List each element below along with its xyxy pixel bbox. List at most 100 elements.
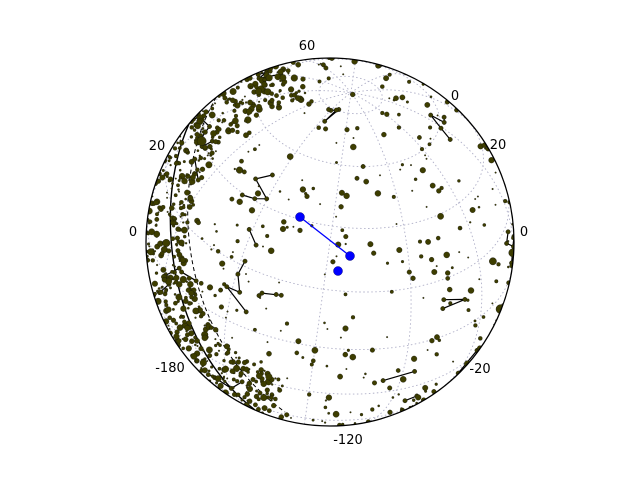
constellation-star bbox=[253, 176, 259, 182]
star-point bbox=[507, 240, 510, 243]
star-point bbox=[247, 280, 250, 283]
star-point bbox=[466, 308, 471, 313]
star-point bbox=[282, 68, 285, 71]
star-point bbox=[370, 407, 375, 412]
star-point bbox=[167, 159, 171, 163]
star-point bbox=[223, 343, 230, 350]
star-point bbox=[170, 317, 177, 323]
star-point bbox=[214, 150, 217, 153]
bright-star-point bbox=[260, 394, 268, 402]
star-point bbox=[335, 141, 338, 144]
constellation-star bbox=[278, 292, 284, 298]
star-point bbox=[159, 174, 166, 181]
constellation-star bbox=[447, 137, 453, 142]
star-point bbox=[350, 315, 356, 320]
star-point bbox=[169, 163, 172, 167]
star-point bbox=[266, 408, 272, 414]
star-point bbox=[452, 360, 455, 363]
star-point bbox=[507, 265, 510, 269]
star-point bbox=[156, 263, 159, 267]
star-point bbox=[222, 282, 227, 287]
star-point bbox=[396, 247, 403, 253]
star-point bbox=[172, 216, 177, 221]
sky-boundary-circle bbox=[145, 57, 515, 427]
star-point bbox=[411, 355, 418, 362]
star-point bbox=[434, 334, 440, 340]
star-point bbox=[276, 377, 281, 382]
star-point bbox=[381, 131, 387, 138]
star-point bbox=[300, 76, 306, 82]
star-point bbox=[189, 125, 194, 130]
star-point bbox=[205, 161, 213, 169]
star-point bbox=[304, 192, 308, 196]
star-point bbox=[337, 373, 343, 380]
star-point bbox=[406, 269, 412, 275]
star-point bbox=[295, 61, 301, 68]
star-point bbox=[335, 215, 338, 218]
star-point bbox=[300, 84, 306, 90]
star-point bbox=[350, 143, 357, 151]
star-point bbox=[309, 362, 314, 367]
constellation-star bbox=[195, 177, 201, 183]
tick-label-upper-right-a: 0 bbox=[451, 89, 459, 104]
grid-parallel-line bbox=[164, 146, 510, 293]
star-point bbox=[156, 289, 159, 293]
star-point bbox=[213, 327, 219, 333]
star-point bbox=[173, 193, 178, 198]
star-point bbox=[173, 161, 179, 166]
bright-star-point bbox=[489, 257, 497, 266]
star-point bbox=[155, 223, 158, 226]
star-point bbox=[147, 248, 155, 256]
star-point bbox=[266, 341, 269, 344]
star-point bbox=[412, 398, 416, 402]
star-point bbox=[369, 347, 375, 353]
star-point bbox=[234, 123, 240, 129]
star-point bbox=[496, 262, 501, 267]
star-point bbox=[172, 146, 178, 151]
star-point bbox=[158, 289, 164, 295]
bright-star-point bbox=[196, 136, 207, 146]
bright-star-point bbox=[162, 239, 171, 247]
star-point bbox=[301, 179, 304, 182]
star-point bbox=[319, 62, 322, 65]
star-point bbox=[263, 369, 266, 372]
star-point bbox=[161, 168, 165, 172]
star-point bbox=[215, 249, 221, 254]
star-point bbox=[273, 396, 278, 402]
tick-label-lower-right: -20 bbox=[469, 362, 490, 377]
star-point bbox=[405, 100, 409, 104]
star-point bbox=[170, 187, 173, 190]
star-point bbox=[384, 111, 390, 117]
star-point bbox=[244, 119, 248, 123]
tick-label-upper-right-b: 20 bbox=[490, 138, 507, 153]
tick-label-lower-left: -180 bbox=[155, 361, 185, 376]
grid-meridian-line bbox=[350, 89, 477, 131]
star-point bbox=[196, 344, 199, 348]
grid-meridian-line bbox=[350, 59, 357, 93]
star-point bbox=[161, 277, 168, 283]
grid-meridian-line bbox=[220, 74, 352, 95]
grid-meridian-line bbox=[148, 90, 352, 209]
star-point bbox=[419, 254, 424, 259]
constellation-star bbox=[380, 378, 386, 383]
star-point bbox=[294, 350, 300, 356]
star-point bbox=[190, 352, 198, 360]
star-point bbox=[175, 293, 183, 301]
star-point bbox=[467, 287, 475, 294]
constellation-star bbox=[253, 242, 259, 248]
star-point bbox=[429, 95, 433, 99]
star-point bbox=[387, 72, 392, 77]
star-point bbox=[244, 101, 248, 104]
star-point bbox=[290, 98, 295, 103]
star-point bbox=[256, 372, 263, 380]
star-point bbox=[253, 147, 257, 152]
star-point bbox=[319, 203, 322, 206]
star-point bbox=[181, 226, 188, 234]
star-point bbox=[154, 271, 159, 275]
star-point bbox=[221, 378, 224, 381]
star-point bbox=[225, 350, 231, 355]
star-point bbox=[316, 125, 321, 130]
star-point bbox=[159, 251, 165, 256]
star-point bbox=[279, 225, 287, 233]
